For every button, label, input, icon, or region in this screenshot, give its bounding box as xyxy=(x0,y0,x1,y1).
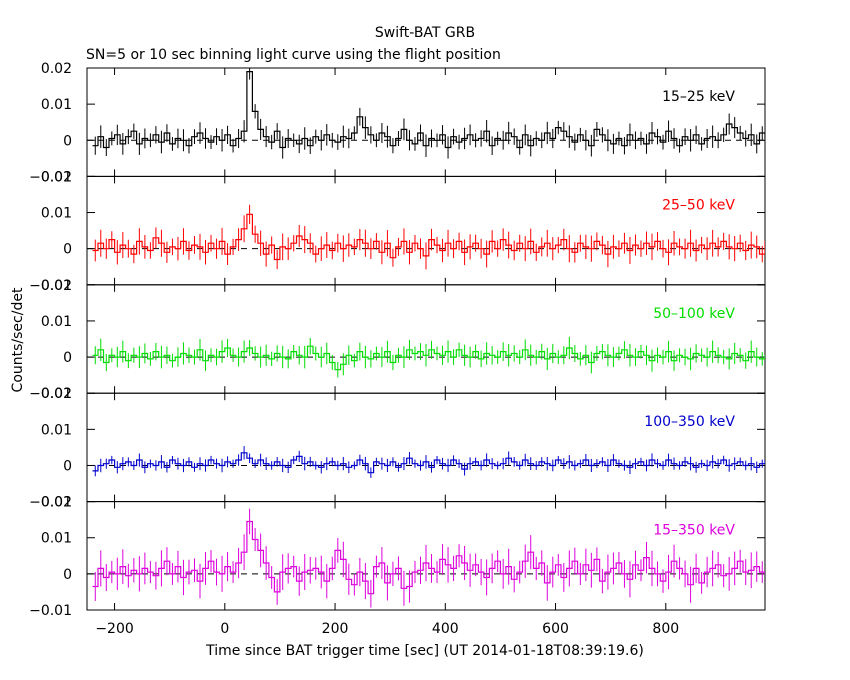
panel-label: 15–350 keV xyxy=(653,523,735,539)
panel-5: −0.01 0 0.01 0.02 15–350 keV xyxy=(29,495,766,619)
panel-label: 25–50 keV xyxy=(662,197,735,213)
step-line xyxy=(92,452,765,474)
y-tick-label: 0.02 xyxy=(41,278,72,294)
y-tick-label: 0.02 xyxy=(41,61,72,77)
step-line xyxy=(92,520,765,595)
y-tick-label: −0.01 xyxy=(29,169,72,185)
series-1 xyxy=(92,68,765,159)
x-tick-label: −200 xyxy=(95,621,133,637)
y-tick-label: 0 xyxy=(63,350,72,366)
panel-3: −0.01 0 0.01 0.02 50–100 keV xyxy=(29,278,766,402)
y-tick-label: 0 xyxy=(63,242,72,258)
series-5 xyxy=(92,508,765,608)
y-tick-label: 0.01 xyxy=(41,97,72,113)
x-tick-label: 0 xyxy=(220,621,229,637)
figure-subtitle: SN=5 or 10 sec binning light curve using… xyxy=(86,47,501,63)
y-tick-label: 0.01 xyxy=(41,314,72,330)
panels: −0.01 0 0.01 0.02 15–25 keV −0.01 0 0.01 0.02 25–… xyxy=(29,61,766,619)
panel-4: −0.01 0 0.01 0.02 100–350 keV xyxy=(29,386,766,511)
y-tick-label: 0.02 xyxy=(41,169,72,185)
y-tick-label: −0.01 xyxy=(29,386,72,402)
panel-frame xyxy=(86,392,766,503)
panel-1: −0.01 0 0.01 0.02 15–25 keV xyxy=(29,61,766,185)
y-tick-label: 0.02 xyxy=(41,386,72,402)
step-line xyxy=(92,345,765,371)
panel-2: −0.01 0 0.01 0.02 25–50 keV xyxy=(29,169,766,294)
y-tick-label: 0.01 xyxy=(41,206,72,222)
y-tick-label: 0 xyxy=(63,458,72,474)
x-axis: −200 0 200 400 600 800 xyxy=(95,621,679,637)
series-3 xyxy=(92,336,765,378)
panel-label: 15–25 keV xyxy=(662,89,735,105)
series-2 xyxy=(92,204,765,270)
panel-frame xyxy=(86,501,766,611)
step-line xyxy=(92,71,765,149)
x-tick-label: 600 xyxy=(542,621,569,637)
x-tick-label: 800 xyxy=(652,621,679,637)
x-axis-label: Time since BAT trigger time [sec] (UT 20… xyxy=(205,643,644,659)
y-tick-label: 0 xyxy=(63,567,72,583)
x-tick-label: 400 xyxy=(432,621,459,637)
y-axis-label: Counts/sec/det xyxy=(10,287,26,392)
panel-frame xyxy=(86,284,766,394)
y-tick-label: 0.02 xyxy=(41,495,72,511)
y-tick-label: 0 xyxy=(63,133,72,149)
y-tick-label: 0.01 xyxy=(41,531,72,547)
panel-label: 100–350 keV xyxy=(644,414,735,430)
y-tick-label: −0.01 xyxy=(29,278,72,294)
step-line xyxy=(92,213,765,261)
y-tick-label: −0.01 xyxy=(29,603,72,619)
series-4 xyxy=(92,446,765,478)
x-tick-label: 200 xyxy=(322,621,349,637)
figure-title: Swift-BAT GRB xyxy=(375,25,475,41)
y-tick-label: 0.01 xyxy=(41,422,72,438)
y-tick-label: −0.01 xyxy=(29,495,72,511)
panel-frame xyxy=(86,67,766,177)
panel-label: 50–100 keV xyxy=(653,306,735,322)
